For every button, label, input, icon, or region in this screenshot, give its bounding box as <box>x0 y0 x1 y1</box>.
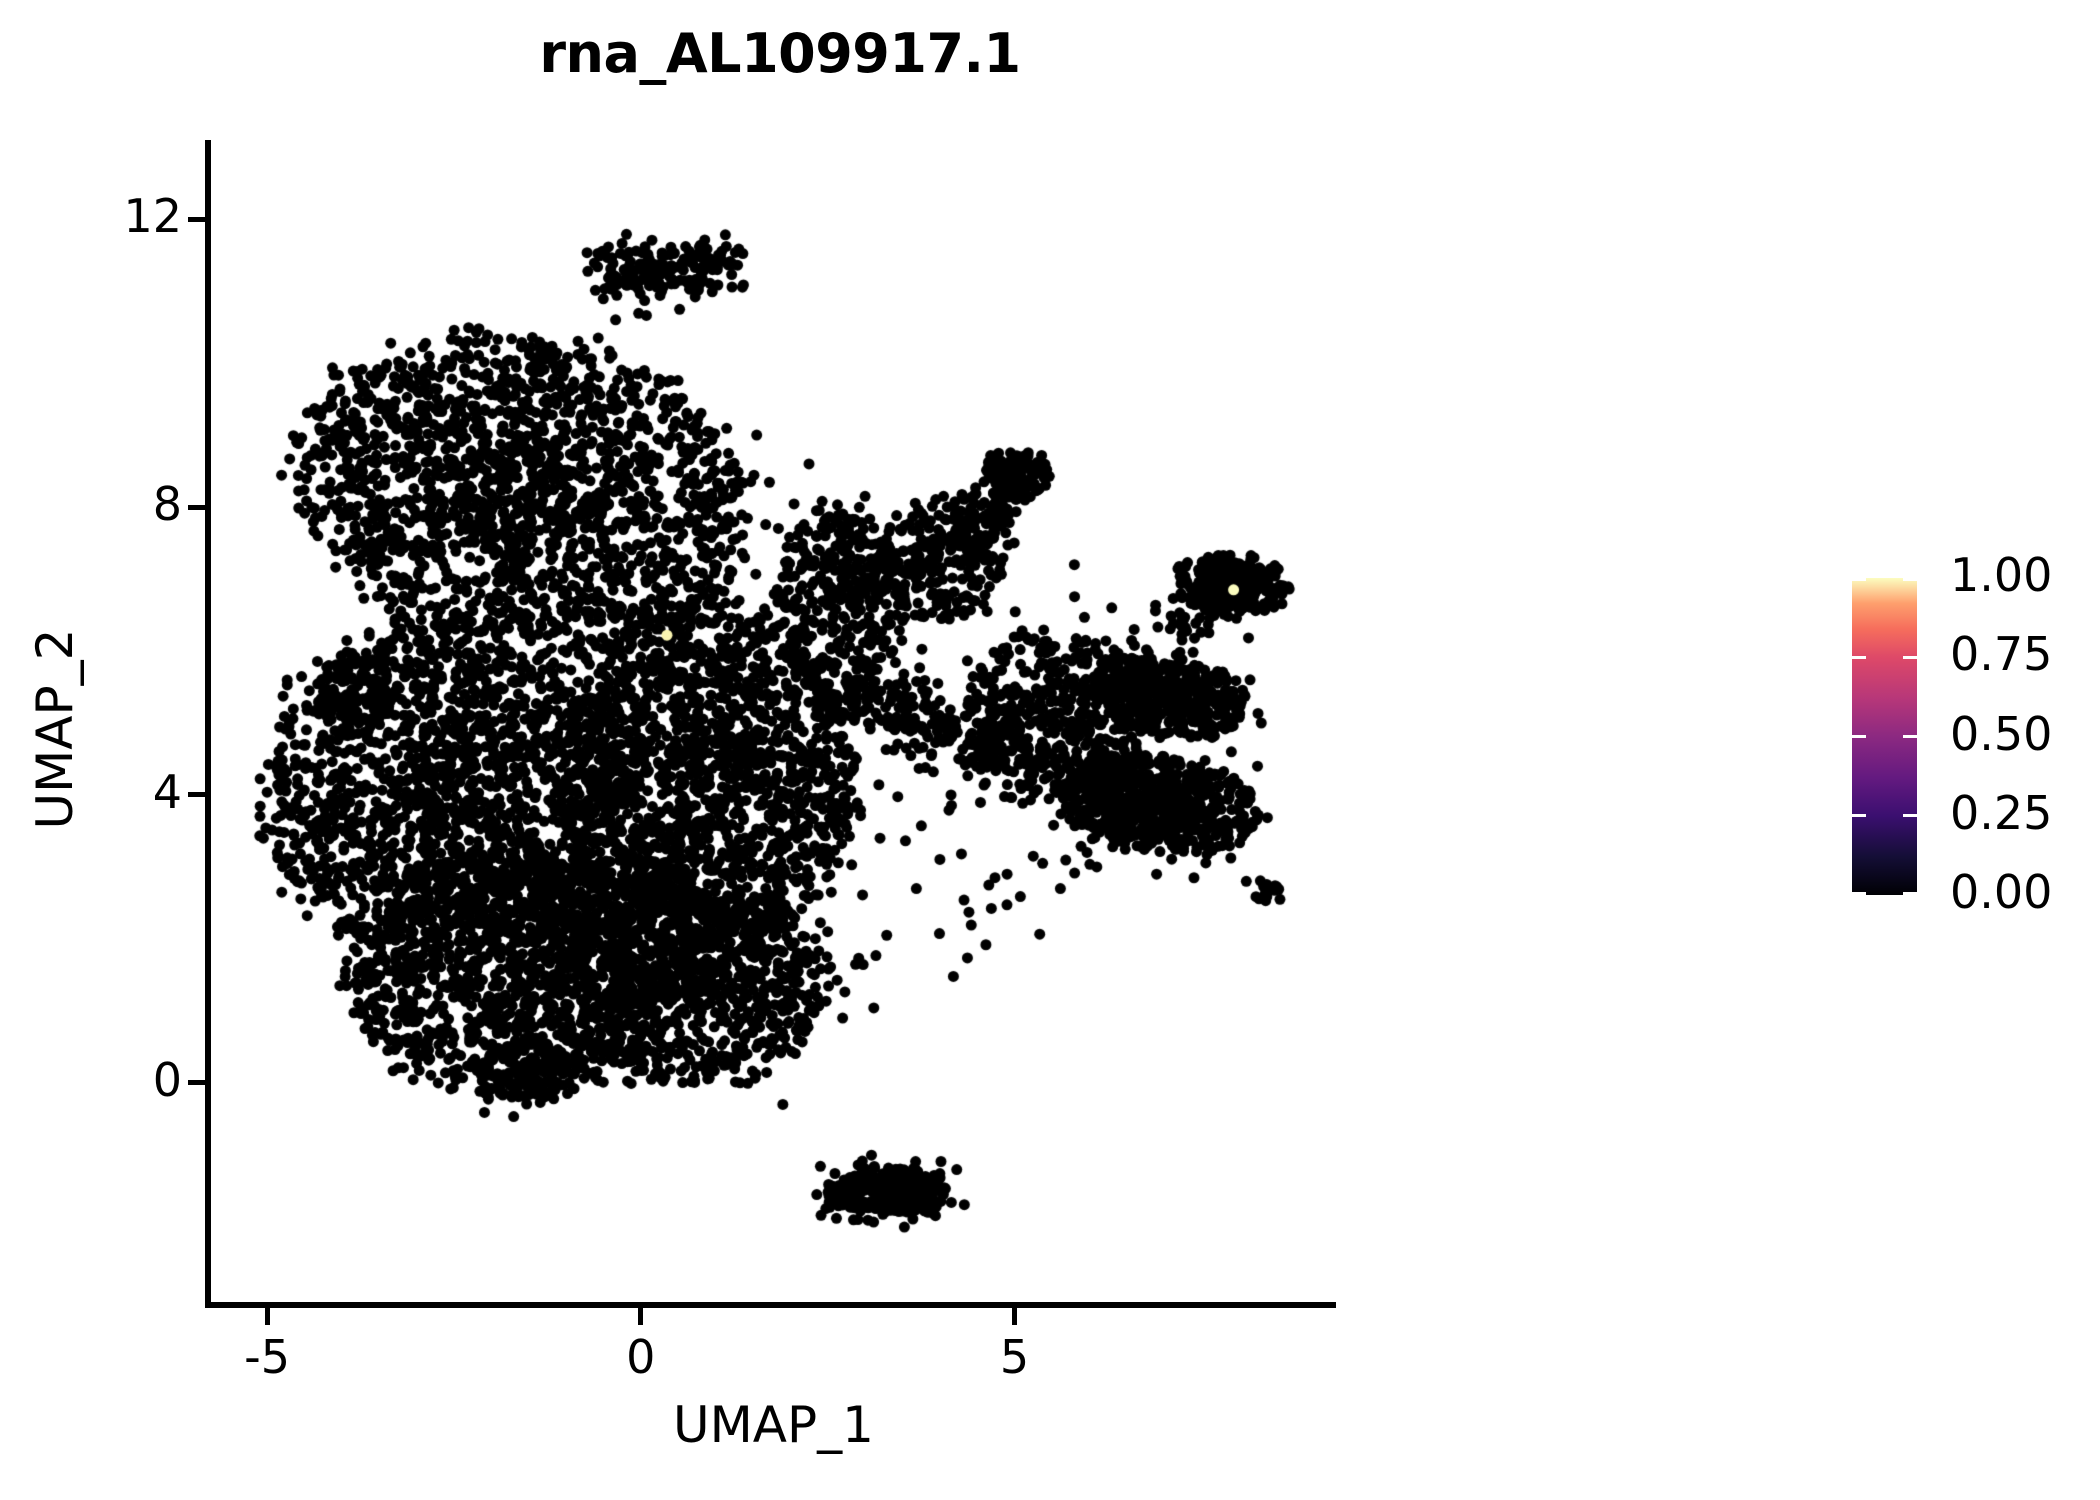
y-tick-label: 8 <box>152 477 182 532</box>
colorbar-tick-mark <box>1903 892 1917 895</box>
y-axis-label: UMAP_2 <box>26 628 84 830</box>
colorbar-tick-mark <box>1903 814 1917 818</box>
y-axis-spine <box>205 140 211 1308</box>
x-axis-spine <box>205 1302 1336 1308</box>
y-tick-mark <box>188 1080 205 1086</box>
colorbar-tick-label: 1.00 <box>1950 548 2053 602</box>
y-tick-mark <box>188 792 205 798</box>
colorbar-tick-label: 0.75 <box>1950 627 2053 682</box>
colorbar-tick-label: 0.00 <box>1950 865 2053 919</box>
colorbar-tick-mark <box>1903 735 1917 738</box>
y-tick-label: 12 <box>123 189 182 244</box>
page-title: rna_AL109917.1 <box>539 22 1021 85</box>
colorbar-tick-mark <box>1903 655 1917 659</box>
colorbar-tick-label: 0.25 <box>1950 785 2053 840</box>
x-tick-mark <box>638 1308 644 1325</box>
x-tick-mark <box>264 1308 270 1325</box>
scatter-plot-area[interactable] <box>211 140 1336 1306</box>
colorbar-tick-mark <box>1852 655 1866 659</box>
x-axis-label: UMAP_1 <box>673 1396 874 1454</box>
x-tick-label: -5 <box>244 1330 290 1384</box>
y-tick-mark <box>188 504 205 510</box>
y-tick-mark <box>188 216 205 222</box>
x-tick-label: 5 <box>999 1330 1030 1384</box>
colorbar-tick-mark <box>1903 578 1917 581</box>
colorbar-tick-label: 0.50 <box>1950 706 2053 761</box>
x-tick-mark <box>1012 1308 1018 1325</box>
y-tick-label: 4 <box>152 764 182 819</box>
colorbar-tick-mark <box>1852 578 1866 581</box>
colorbar-tick-mark <box>1852 735 1866 738</box>
x-tick-label: 0 <box>626 1330 656 1384</box>
colorbar-tick-mark <box>1852 892 1866 895</box>
scatter-points-canvas <box>211 140 1336 1306</box>
y-tick-label: 0 <box>152 1052 182 1107</box>
colorbar-tick-mark <box>1852 814 1866 818</box>
